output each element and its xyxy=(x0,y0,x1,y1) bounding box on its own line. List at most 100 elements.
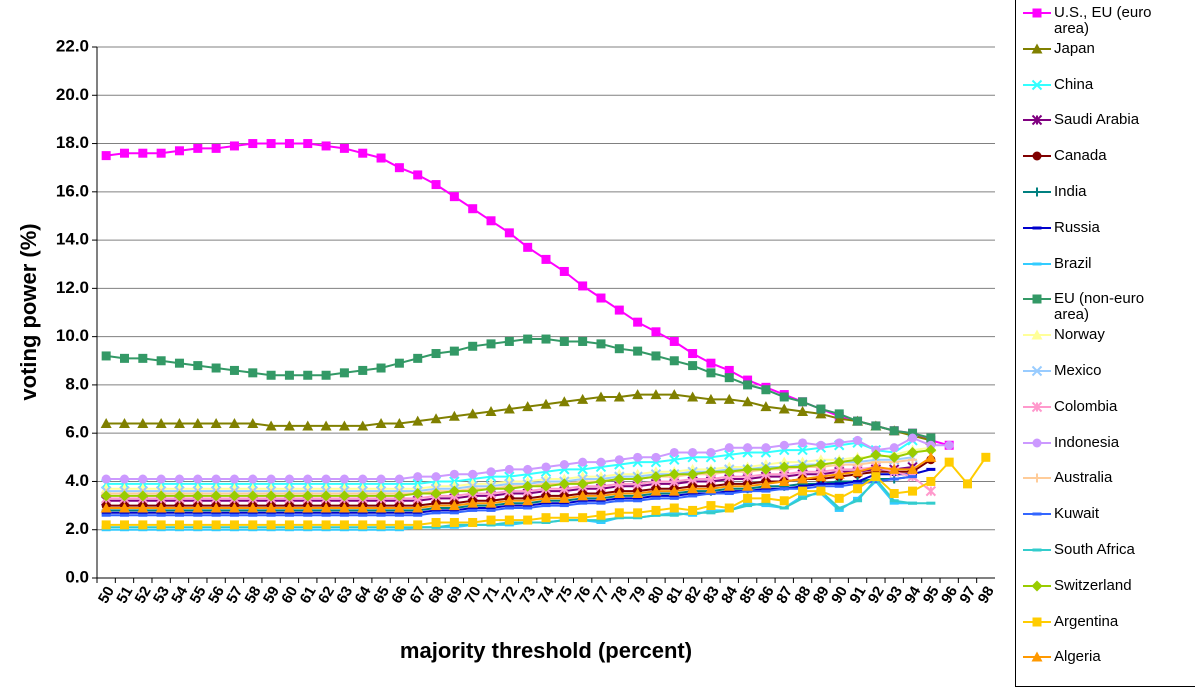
marker xyxy=(284,139,294,149)
marker xyxy=(155,418,167,429)
marker xyxy=(173,502,185,513)
marker xyxy=(1031,365,1043,377)
legend-label: Australia xyxy=(1054,469,1113,487)
marker xyxy=(118,418,130,429)
marker xyxy=(283,502,295,513)
marker xyxy=(853,435,863,445)
x-tick-label: 81 xyxy=(663,583,686,606)
marker xyxy=(412,415,424,426)
marker xyxy=(504,515,514,525)
marker xyxy=(413,472,423,482)
marker xyxy=(889,489,899,499)
marker xyxy=(853,416,863,426)
marker xyxy=(192,502,204,513)
marker xyxy=(358,365,368,375)
marker xyxy=(870,461,882,472)
marker xyxy=(963,479,973,489)
y-tick-label: 8.0 xyxy=(65,374,89,393)
legend-icon xyxy=(1023,115,1051,126)
marker xyxy=(761,493,771,503)
marker xyxy=(266,474,276,484)
marker xyxy=(760,463,772,475)
marker xyxy=(320,490,332,502)
marker xyxy=(321,474,331,484)
marker xyxy=(632,488,644,499)
x-tick-label: 71 xyxy=(480,583,503,606)
marker xyxy=(816,440,826,450)
marker xyxy=(815,471,827,482)
marker xyxy=(138,148,148,158)
marker xyxy=(613,391,625,402)
marker xyxy=(229,520,239,530)
legend-item: Russia xyxy=(1022,219,1182,237)
legend-label: China xyxy=(1054,75,1094,93)
marker xyxy=(265,502,277,513)
legend-item: China xyxy=(1022,76,1182,94)
marker xyxy=(303,474,313,484)
marker xyxy=(119,520,129,530)
legend-icon xyxy=(1023,401,1051,413)
marker xyxy=(614,305,624,315)
marker xyxy=(376,474,386,484)
x-tick-label: 57 xyxy=(223,583,246,606)
plot xyxy=(100,139,991,532)
y-tick-label: 18.0 xyxy=(56,133,89,152)
x-tick-label: 66 xyxy=(388,583,411,606)
marker xyxy=(723,393,735,404)
marker xyxy=(283,420,295,431)
legend-item: South Africa xyxy=(1022,541,1182,559)
marker xyxy=(486,216,496,226)
marker xyxy=(247,502,259,513)
marker xyxy=(302,490,314,502)
legend-item: EU (non-euro area) xyxy=(1022,290,1182,323)
marker xyxy=(448,485,460,497)
marker xyxy=(266,139,276,149)
marker xyxy=(981,452,991,462)
marker xyxy=(394,163,404,173)
marker xyxy=(174,520,184,530)
marker xyxy=(907,446,919,458)
marker xyxy=(485,483,497,495)
marker xyxy=(431,472,441,482)
marker xyxy=(706,447,716,457)
marker xyxy=(688,361,698,371)
marker xyxy=(412,502,424,513)
x-tick-label: 67 xyxy=(407,583,430,606)
marker xyxy=(743,380,753,390)
legend-label: Japan xyxy=(1054,39,1095,57)
marker xyxy=(540,492,552,503)
marker xyxy=(338,490,350,502)
marker xyxy=(100,418,112,429)
y-tick-label: 12.0 xyxy=(56,278,89,297)
marker xyxy=(797,473,809,484)
legend-item: U.S., EU (euro area) xyxy=(1022,4,1182,37)
marker xyxy=(100,490,112,502)
marker xyxy=(797,405,809,416)
legend-item: India xyxy=(1022,183,1182,201)
marker xyxy=(833,468,845,479)
marker xyxy=(540,398,552,409)
legend-label: Kuwait xyxy=(1054,505,1100,523)
marker xyxy=(596,457,606,467)
marker xyxy=(376,153,386,163)
legend-item: Australia xyxy=(1022,469,1182,487)
marker xyxy=(247,490,259,502)
marker xyxy=(633,346,643,356)
y-tick-label: 2.0 xyxy=(65,519,89,538)
x-tick-label: 63 xyxy=(333,583,356,606)
marker xyxy=(889,426,899,436)
marker xyxy=(321,370,331,380)
x-tick-label: 70 xyxy=(462,583,485,606)
x-tick-label: 74 xyxy=(535,583,558,607)
marker xyxy=(137,490,149,502)
marker xyxy=(613,488,625,499)
legend-icon xyxy=(1023,226,1051,230)
marker xyxy=(668,468,680,480)
legend-icon xyxy=(1023,548,1051,552)
marker xyxy=(412,488,424,500)
marker xyxy=(633,508,643,518)
marker xyxy=(394,358,404,368)
series-line xyxy=(106,393,932,442)
series-line xyxy=(106,142,950,447)
marker xyxy=(596,510,606,520)
